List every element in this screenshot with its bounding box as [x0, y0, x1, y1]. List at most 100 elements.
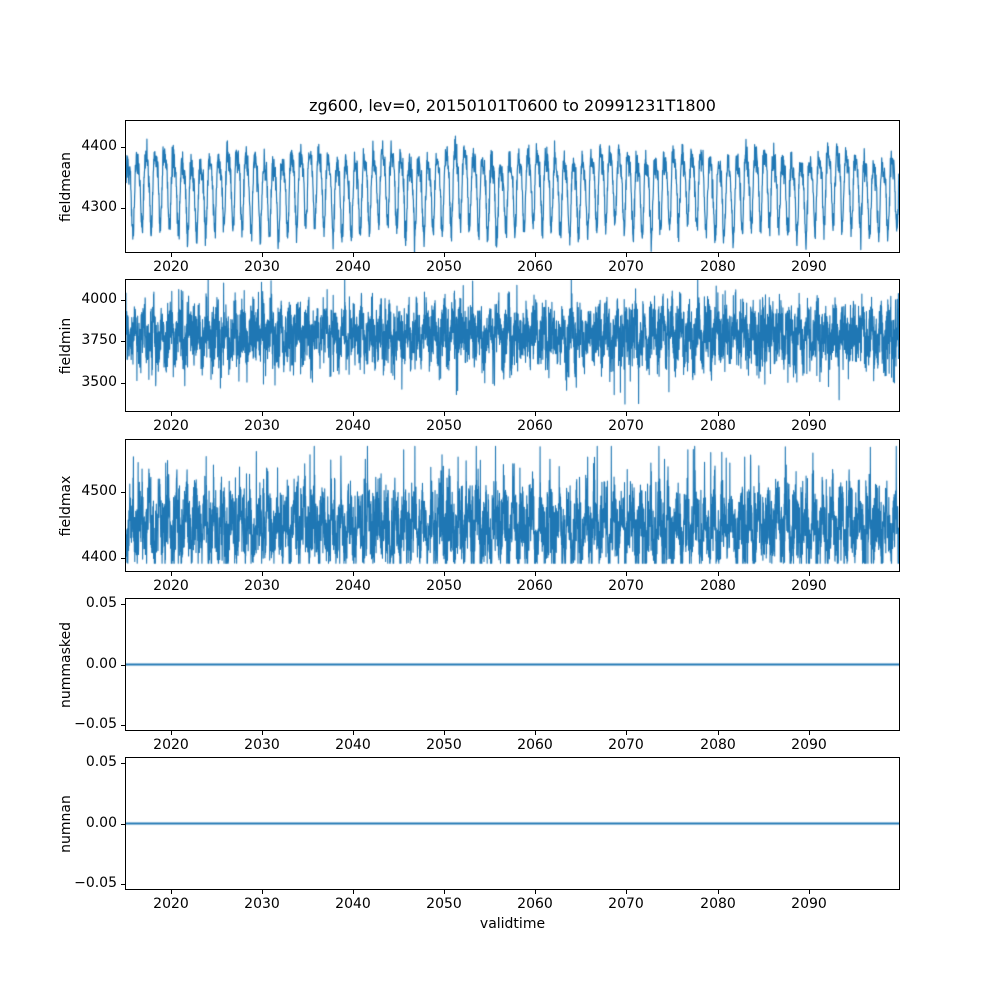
x-tick-mark	[626, 890, 627, 894]
y-tick-label: 3750	[81, 332, 117, 348]
y-tick-mark	[121, 383, 125, 384]
line-series-fieldmax	[126, 440, 899, 571]
x-tick-mark	[535, 253, 536, 257]
x-tick-mark	[626, 412, 627, 416]
x-tick-label: 2020	[153, 259, 189, 275]
x-tick-mark	[809, 412, 810, 416]
line-series-fieldmean	[126, 121, 899, 252]
x-tick-label: 2030	[244, 259, 280, 275]
x-tick-label: 2040	[335, 578, 371, 594]
y-tick-mark	[121, 341, 125, 342]
x-tick-mark	[626, 731, 627, 735]
y-tick-mark	[121, 492, 125, 493]
y-tick-label: 0.05	[85, 595, 117, 611]
y-tick-label: 4400	[81, 549, 117, 565]
x-tick-label: 2020	[153, 737, 189, 753]
y-tick-mark	[121, 665, 125, 666]
x-tick-mark	[262, 572, 263, 576]
x-tick-label: 2080	[700, 737, 736, 753]
y-tick-label: 4400	[81, 138, 117, 154]
x-tick-mark	[718, 731, 719, 735]
x-tick-mark	[171, 890, 172, 894]
axes-nummasked	[125, 598, 900, 731]
x-tick-label: 2040	[335, 259, 371, 275]
x-tick-label: 2070	[608, 418, 644, 434]
x-tick-mark	[809, 572, 810, 576]
y-tick-label: 3500	[81, 374, 117, 390]
x-tick-label: 2030	[244, 737, 280, 753]
x-tick-label: 2060	[517, 418, 553, 434]
x-axis-label: validtime	[479, 916, 546, 932]
y-tick-mark	[121, 558, 125, 559]
x-tick-label: 2020	[153, 418, 189, 434]
x-tick-label: 2020	[153, 578, 189, 594]
y-tick-mark	[121, 824, 125, 825]
x-tick-label: 2030	[244, 578, 280, 594]
y-tick-label: 0.05	[85, 754, 117, 770]
x-tick-mark	[262, 890, 263, 894]
x-tick-mark	[171, 731, 172, 735]
x-tick-mark	[171, 572, 172, 576]
x-tick-mark	[353, 890, 354, 894]
axes-fieldmean	[125, 120, 900, 253]
axes-fieldmax	[125, 439, 900, 572]
x-tick-mark	[262, 253, 263, 257]
x-tick-mark	[718, 412, 719, 416]
x-tick-mark	[444, 572, 445, 576]
x-tick-label: 2050	[426, 578, 462, 594]
x-tick-label: 2060	[517, 259, 553, 275]
x-tick-label: 2040	[335, 418, 371, 434]
x-tick-label: 2090	[791, 578, 827, 594]
x-tick-mark	[444, 890, 445, 894]
chart-title: zg600, lev=0, 20150101T0600 to 20991231T…	[309, 96, 716, 115]
x-tick-label: 2030	[244, 896, 280, 912]
x-tick-label: 2060	[517, 737, 553, 753]
x-tick-mark	[626, 253, 627, 257]
x-tick-mark	[718, 890, 719, 894]
x-tick-label: 2050	[426, 896, 462, 912]
line-series-numnan	[126, 758, 899, 889]
y-tick-mark	[121, 604, 125, 605]
x-tick-label: 2080	[700, 896, 736, 912]
x-tick-mark	[809, 731, 810, 735]
x-tick-label: 2080	[700, 418, 736, 434]
x-tick-label: 2070	[608, 578, 644, 594]
x-tick-mark	[262, 412, 263, 416]
y-tick-label: −0.05	[74, 875, 117, 891]
y-tick-mark	[121, 208, 125, 209]
x-tick-mark	[171, 412, 172, 416]
x-tick-mark	[262, 731, 263, 735]
line-series-nummasked	[126, 599, 899, 730]
y-tick-mark	[121, 300, 125, 301]
x-tick-mark	[535, 572, 536, 576]
x-tick-mark	[353, 412, 354, 416]
x-tick-label: 2040	[335, 737, 371, 753]
x-tick-label: 2050	[426, 259, 462, 275]
x-tick-mark	[444, 731, 445, 735]
axes-fieldmin	[125, 279, 900, 412]
x-tick-label: 2080	[700, 259, 736, 275]
x-tick-mark	[535, 890, 536, 894]
y-tick-mark	[121, 725, 125, 726]
x-tick-label: 2070	[608, 896, 644, 912]
y-tick-mark	[121, 884, 125, 885]
x-tick-label: 2020	[153, 896, 189, 912]
y-tick-label: 4300	[81, 199, 117, 215]
x-tick-label: 2090	[791, 418, 827, 434]
x-tick-mark	[444, 412, 445, 416]
x-tick-mark	[535, 412, 536, 416]
x-tick-label: 2060	[517, 578, 553, 594]
y-tick-mark	[121, 763, 125, 764]
x-tick-label: 2090	[791, 737, 827, 753]
x-tick-mark	[353, 572, 354, 576]
x-tick-label: 2070	[608, 737, 644, 753]
y-tick-mark	[121, 147, 125, 148]
x-tick-label: 2070	[608, 259, 644, 275]
y-tick-label: 0.00	[85, 656, 117, 672]
x-tick-mark	[809, 890, 810, 894]
x-tick-mark	[718, 572, 719, 576]
x-tick-label: 2080	[700, 578, 736, 594]
x-tick-label: 2090	[791, 896, 827, 912]
x-tick-mark	[444, 253, 445, 257]
x-tick-label: 2060	[517, 896, 553, 912]
